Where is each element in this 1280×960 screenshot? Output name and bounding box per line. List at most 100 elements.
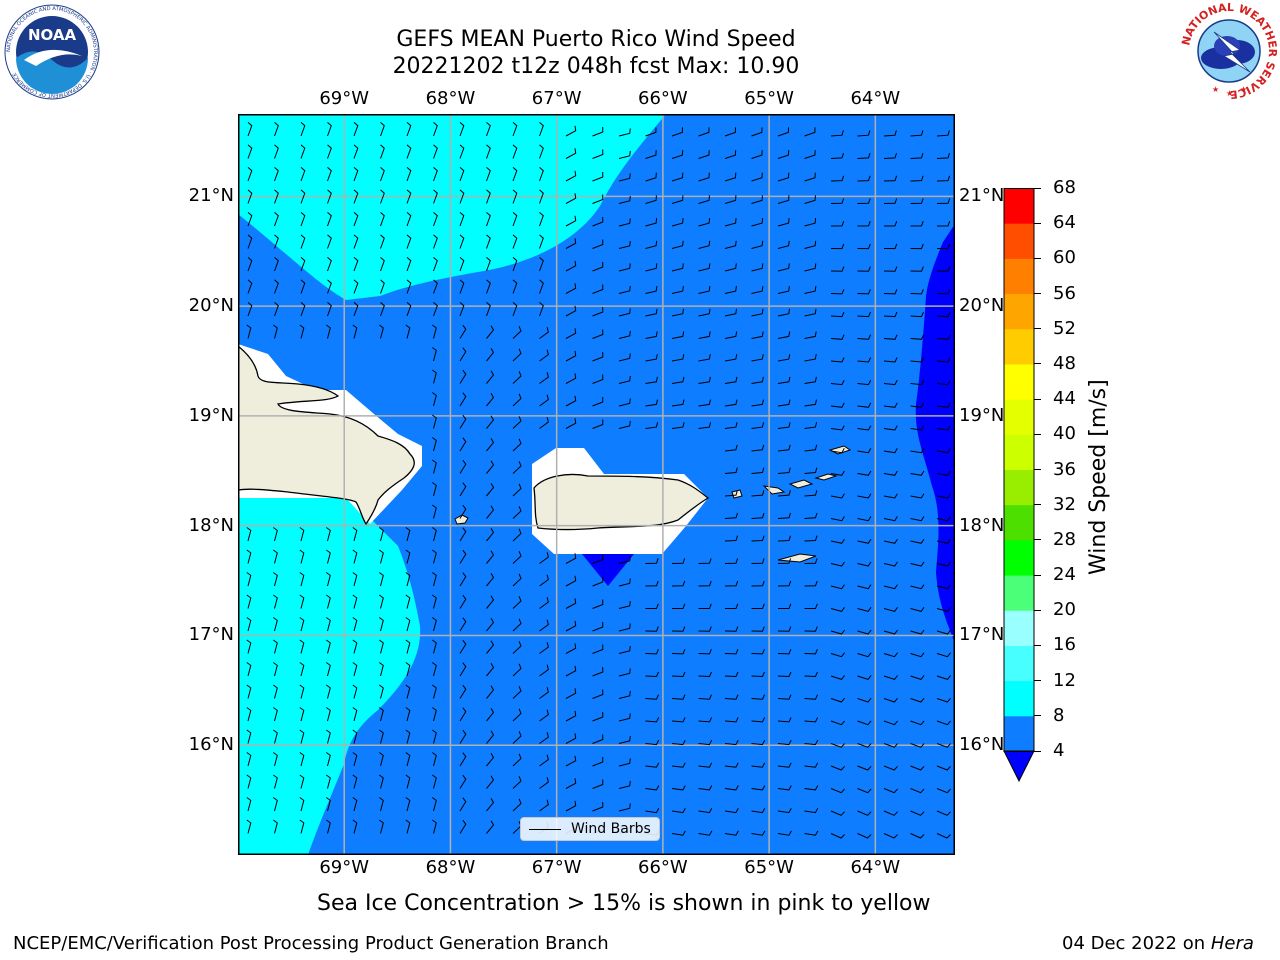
wind-speed-map (238, 114, 955, 855)
wind-barb-216 (247, 302, 253, 317)
wind-barb-357 (804, 444, 818, 452)
wind-barb-772 (936, 833, 951, 839)
wind-barb-41 (618, 150, 631, 159)
wind-barb-607 (857, 697, 872, 703)
wind-barb-132 (883, 221, 898, 227)
wind-barb-406 (352, 527, 358, 542)
wind-barb-84 (327, 189, 332, 204)
wind-barb-11 (539, 122, 544, 137)
wind-barb-337 (618, 420, 631, 429)
wind-barb-19 (751, 127, 763, 137)
wind-barb-274 (539, 349, 549, 362)
wind-barb-620 (486, 707, 495, 722)
wind-barb-543 (592, 644, 604, 654)
colorbar-tick-label-5: 24 (1053, 564, 1076, 586)
wind-barb-176 (618, 263, 631, 272)
wind-barb-127 (751, 218, 764, 227)
wind-barb-9 (486, 122, 491, 137)
wind-barb-440 (724, 558, 739, 564)
wind-barb-689 (883, 765, 898, 771)
wind-barb-182 (777, 263, 790, 272)
colorbar-segment-4 (1004, 575, 1034, 611)
wind-barb-514 (539, 619, 549, 632)
wind-barb-597 (592, 689, 604, 699)
wind-barb-692 (246, 774, 252, 789)
wind-barb-233 (698, 308, 711, 317)
wind-barb-556 (936, 652, 951, 658)
colorbar-tick-mark-7 (1034, 504, 1041, 506)
wind-barb-568 (539, 664, 549, 677)
wind-barb-727 (459, 797, 467, 812)
wind-barb-476 (246, 594, 252, 609)
wind-barb-618 (432, 707, 437, 722)
wind-barb-431 (486, 550, 495, 564)
colorbar-tick-mark-3 (1034, 644, 1041, 646)
wind-barb-716 (883, 788, 898, 794)
wind-barb-194 (380, 279, 385, 294)
wind-barb-25 (910, 130, 924, 137)
wind-barb-280 (698, 354, 711, 362)
wind-barb-81 (247, 189, 253, 204)
wind-barb-527 (883, 629, 898, 635)
wind-barb-370 (804, 467, 818, 474)
wind-barb-372 (857, 470, 872, 476)
wind-barb-427 (379, 549, 384, 564)
wind-barb-220 (353, 302, 359, 317)
wind-barb-422 (246, 549, 252, 564)
wind-barb-463 (618, 578, 631, 587)
wind-barb-232 (671, 308, 684, 317)
wind-barb-313 (512, 393, 522, 407)
wind-barb-253 (512, 326, 522, 339)
wind-barb-86 (380, 189, 385, 204)
wind-barb-566 (486, 662, 495, 677)
wind-barb-581 (883, 675, 898, 680)
wind-barb-574 (698, 671, 712, 678)
colorbar-tick-label-10: 44 (1053, 388, 1076, 410)
wind-barb-155 (777, 240, 790, 249)
wind-barb-766 (777, 830, 792, 836)
wind-barb-113 (380, 212, 385, 227)
wind-barb-478 (299, 594, 305, 609)
wind-barb-99 (724, 195, 737, 204)
wind-barb-32 (380, 144, 385, 159)
wind-barb-328 (910, 402, 925, 408)
wind-barb-723 (352, 797, 358, 812)
wind-barb-192 (327, 279, 332, 294)
wind-barb-433 (539, 552, 549, 564)
wind-barb-167 (380, 257, 385, 272)
wind-barb-424 (299, 549, 305, 564)
wind-barb-211 (830, 289, 845, 295)
colorbar-tick-mark-12 (1034, 328, 1041, 330)
wind-barb-353 (512, 438, 522, 452)
wind-barb-594 (512, 686, 522, 699)
wind-barb-260 (698, 331, 711, 339)
wind-barb-567 (512, 663, 522, 677)
wind-barb-469 (777, 580, 792, 587)
wind-barb-204 (645, 286, 658, 294)
wind-barb-598 (618, 690, 631, 699)
map-panel: Wind Barbs (238, 114, 955, 855)
wind-barb-189 (247, 279, 253, 294)
colorbar-tick-mark-6 (1034, 539, 1041, 541)
wind-barb-226 (512, 302, 518, 317)
wind-barb-243 (246, 324, 252, 339)
wind-barb-200 (539, 279, 544, 294)
wind-barb-531 (273, 639, 278, 654)
colorbar-tick-mark-14 (1034, 257, 1041, 259)
wind-barb-329 (936, 402, 951, 408)
wind-barb-640 (299, 729, 305, 744)
colorbar-tick-mark-2 (1034, 680, 1041, 682)
wind-barb-57 (327, 167, 332, 182)
wind-barb-532 (299, 639, 305, 654)
wind-barb-215 (936, 289, 951, 295)
wind-barb-671 (405, 752, 411, 767)
wind-barb-728 (486, 797, 495, 812)
wind-barb-432 (512, 551, 522, 564)
wind-barb-209 (777, 286, 790, 294)
wind-barb-458 (486, 572, 495, 587)
wind-barb-416 (804, 535, 818, 542)
wind-barb-604 (777, 694, 792, 700)
wind-barb-377 (459, 482, 467, 497)
wind-barb-165 (327, 257, 332, 272)
wind-barb-217 (274, 302, 279, 317)
